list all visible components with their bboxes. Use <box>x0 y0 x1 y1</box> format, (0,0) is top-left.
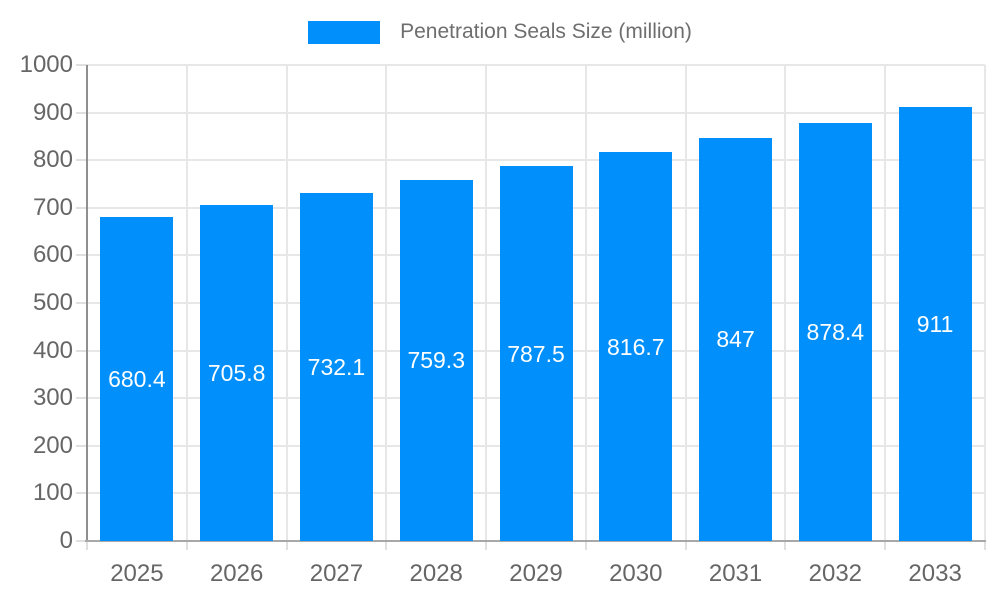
gridline-vertical <box>185 65 188 541</box>
bar[interactable] <box>798 122 872 541</box>
y-axis-label: 400 <box>32 336 73 364</box>
gridline-horizontal <box>87 111 985 114</box>
gridline-horizontal <box>87 159 985 162</box>
x-axis-tick <box>584 541 587 550</box>
x-axis-label: 2033 <box>908 560 962 587</box>
x-axis-tick <box>385 541 388 550</box>
bar-value-label: 680.4 <box>108 366 166 393</box>
gridline-vertical <box>385 65 388 541</box>
x-axis-label: 2025 <box>110 560 164 587</box>
y-axis-tick <box>76 159 87 162</box>
x-axis-label: 2029 <box>509 560 563 587</box>
y-axis-label: 100 <box>32 479 73 507</box>
y-axis-line <box>86 65 88 541</box>
y-axis-tick <box>76 111 87 114</box>
bar[interactable] <box>100 217 174 541</box>
x-axis-tick <box>684 541 687 550</box>
y-axis-label: 200 <box>32 431 73 459</box>
bar[interactable] <box>898 107 972 541</box>
y-axis-label: 300 <box>32 384 73 412</box>
gridline-vertical <box>784 65 787 541</box>
bar-value-label: 911 <box>916 311 954 338</box>
y-axis-label: 800 <box>32 146 73 174</box>
x-axis-label: 2032 <box>808 560 863 587</box>
y-axis-tick <box>76 64 87 66</box>
y-axis-tick <box>76 444 87 447</box>
gridline-vertical <box>285 65 288 541</box>
bar[interactable] <box>200 205 274 541</box>
y-axis-tick <box>76 492 87 495</box>
y-axis-label: 500 <box>32 289 73 316</box>
bar-value-label: 847 <box>716 326 755 353</box>
gridline-vertical <box>884 65 887 541</box>
y-axis-label: 0 <box>59 527 73 554</box>
bar-value-label: 878.4 <box>806 318 865 345</box>
bar[interactable] <box>499 166 573 541</box>
legend-marker-icon <box>308 20 381 44</box>
x-axis-tick <box>884 541 887 550</box>
legend-label: Penetration Seals Size (million) <box>400 20 692 43</box>
bar[interactable] <box>399 179 473 541</box>
legend[interactable]: Penetration Seals Size (million) <box>0 20 1000 44</box>
bar[interactable] <box>599 152 673 541</box>
x-axis-tick <box>185 541 188 550</box>
x-axis-tick <box>86 541 88 550</box>
gridline-vertical <box>485 65 488 541</box>
bar[interactable] <box>299 192 373 541</box>
x-axis-label: 2031 <box>708 560 763 587</box>
y-axis-label: 900 <box>32 98 73 126</box>
x-axis-label: 2028 <box>409 560 463 587</box>
bar[interactable] <box>699 137 773 541</box>
y-axis-label: 600 <box>32 241 73 269</box>
bar-value-label: 732.1 <box>307 353 366 380</box>
bar-value-label: 705.8 <box>207 360 266 387</box>
gridline-vertical <box>584 65 587 541</box>
y-axis-tick <box>76 349 87 352</box>
bar-value-label: 816.7 <box>606 333 665 360</box>
x-axis-tick <box>984 541 986 550</box>
y-axis-label: 700 <box>32 193 73 221</box>
x-axis-label: 2026 <box>209 560 264 587</box>
gridline-vertical <box>984 65 986 541</box>
x-axis-tick <box>784 541 787 550</box>
y-axis-tick <box>76 254 87 257</box>
x-axis-tick <box>285 541 288 550</box>
gridline-vertical <box>684 65 687 541</box>
x-axis-line <box>85 540 986 542</box>
x-axis-label: 2027 <box>309 560 364 587</box>
y-axis-tick <box>76 540 87 542</box>
bar-value-label: 759.3 <box>407 347 465 374</box>
y-axis-tick <box>76 206 87 209</box>
bar-value-label: 787.5 <box>507 340 565 367</box>
y-axis-tick <box>76 302 87 304</box>
y-axis-tick <box>76 397 87 400</box>
y-axis-label: 1000 <box>19 51 73 78</box>
gridline-horizontal <box>87 64 985 66</box>
x-axis-label: 2030 <box>609 560 663 587</box>
x-axis-tick <box>485 541 488 550</box>
